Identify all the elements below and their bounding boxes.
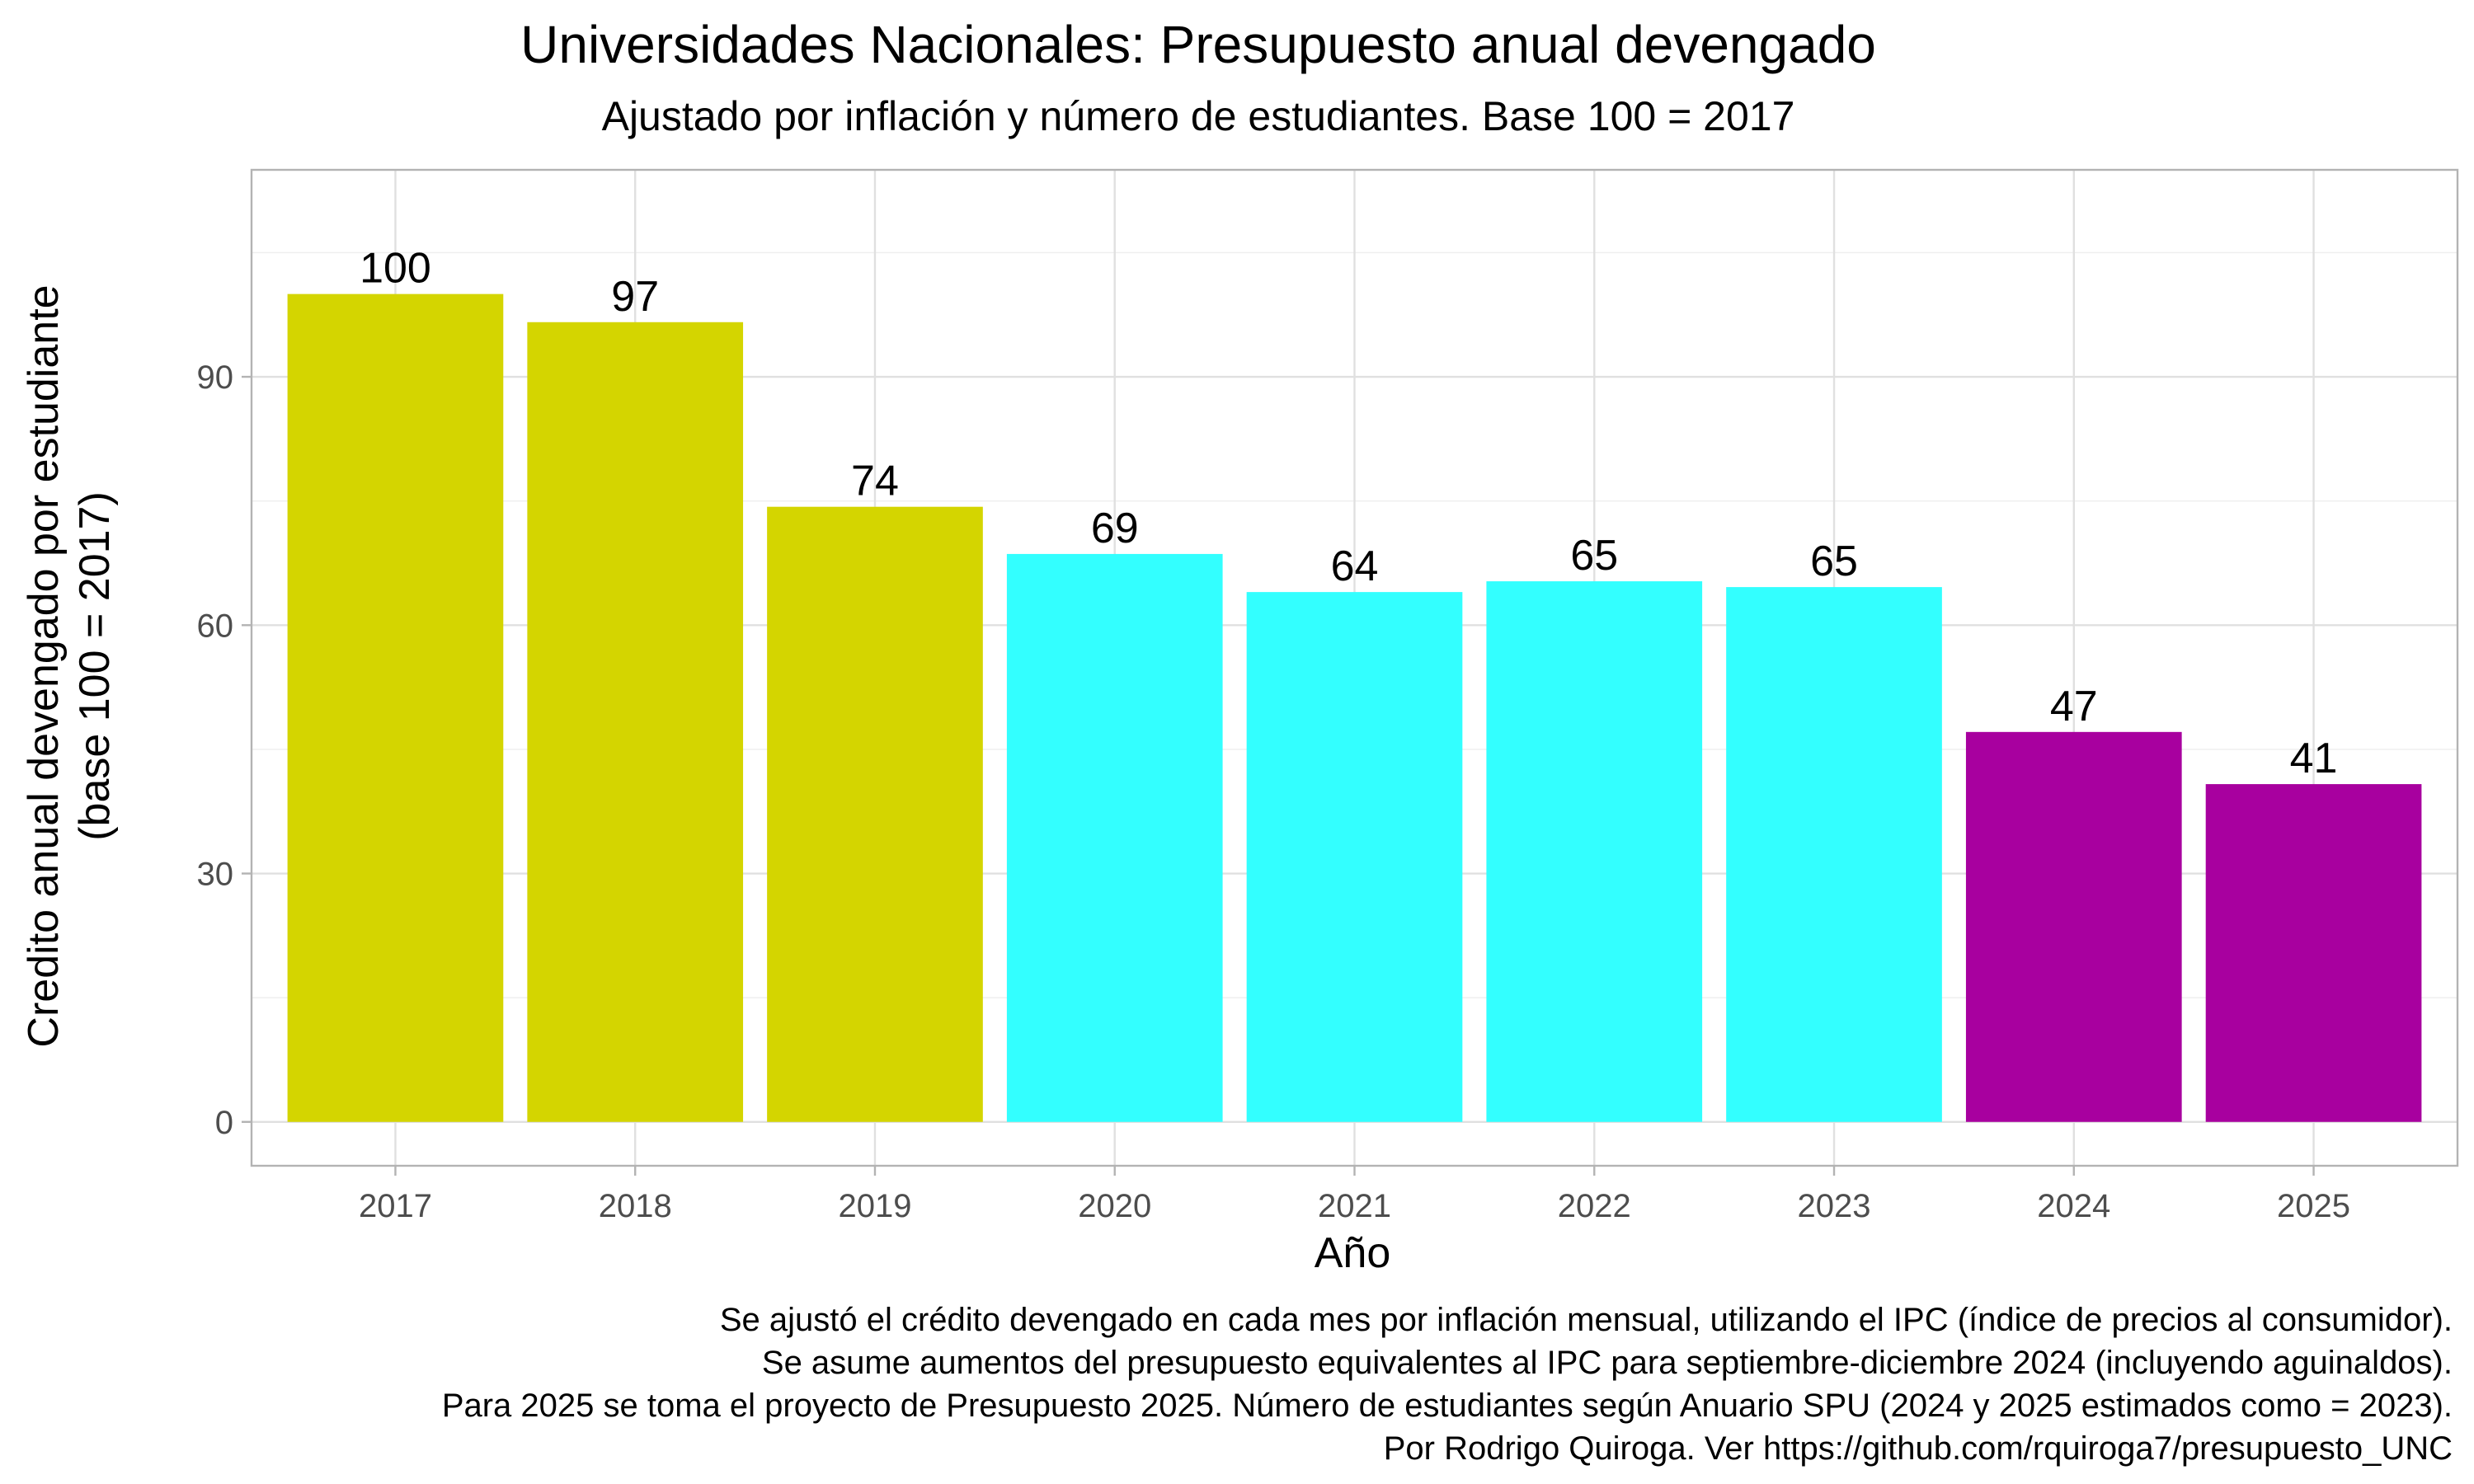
y-axis-title: Credito anual devengado por estudiante (…	[20, 284, 119, 1047]
bar	[767, 506, 983, 1122]
caption-line-3: Para 2025 se toma el proyecto de Presupu…	[442, 1388, 2453, 1424]
x-tick-label: 2022	[1558, 1188, 1631, 1224]
y-axis-title-line-2: (base 100 = 2017)	[71, 491, 119, 841]
bar	[287, 294, 504, 1122]
x-tick-label: 2025	[2277, 1188, 2350, 1224]
x-tick-label: 2021	[1318, 1188, 1391, 1224]
x-tick-label: 2018	[599, 1188, 672, 1224]
bar	[1006, 553, 1223, 1122]
chart-subtitle: Ajustado por inflación y número de estud…	[602, 93, 1795, 139]
bar-value-label: 69	[1091, 505, 1139, 552]
bar	[1726, 587, 1942, 1122]
x-tick-label: 2020	[1078, 1188, 1151, 1224]
data-labels: 100 97 74 69 64 65 65 47 41	[360, 245, 2337, 782]
bar-value-label: 65	[1810, 538, 1858, 585]
bar-value-label: 47	[2050, 683, 2098, 730]
bar-value-label: 41	[2290, 735, 2338, 782]
x-axis-ticks: 2017 2018 2019 2020 2021 2022 2023 2024 2025	[359, 1166, 2350, 1224]
y-tick-label: 90	[197, 359, 234, 396]
y-tick-label: 30	[197, 857, 234, 893]
y-axis-title-line-1: Credito anual devengado por estudiante	[20, 284, 68, 1047]
caption: Se ajustó el crédito devengado en cada m…	[442, 1302, 2453, 1467]
bars	[287, 294, 2422, 1122]
bar-value-label: 74	[851, 458, 899, 505]
caption-line-1: Se ajustó el crédito devengado en cada m…	[720, 1302, 2453, 1338]
y-tick-label: 60	[197, 608, 234, 644]
y-tick-label: 0	[215, 1105, 233, 1141]
x-axis-title: Año	[1315, 1229, 1391, 1277]
bar-value-label: 97	[611, 273, 659, 321]
caption-line-2: Se asume aumentos del presupuesto equiva…	[762, 1345, 2453, 1381]
x-tick-label: 2017	[359, 1188, 432, 1224]
bar-value-label: 65	[1570, 532, 1618, 580]
bar	[527, 322, 744, 1122]
y-axis-ticks: 0 30 60 90	[197, 359, 252, 1141]
chart-title: Universidades Nacionales: Presupuesto an…	[520, 15, 1876, 74]
bar	[1965, 731, 2182, 1122]
x-tick-label: 2019	[838, 1188, 911, 1224]
bar	[1486, 581, 1703, 1122]
bar-value-label: 100	[360, 245, 431, 293]
bar	[1246, 592, 1463, 1122]
caption-line-4: Por Rodrigo Quiroga. Ver https://github.…	[1384, 1430, 2453, 1467]
x-tick-label: 2023	[1798, 1188, 1871, 1224]
bar-value-label: 64	[1331, 542, 1379, 590]
bar	[2205, 784, 2422, 1122]
x-tick-label: 2024	[2037, 1188, 2110, 1224]
